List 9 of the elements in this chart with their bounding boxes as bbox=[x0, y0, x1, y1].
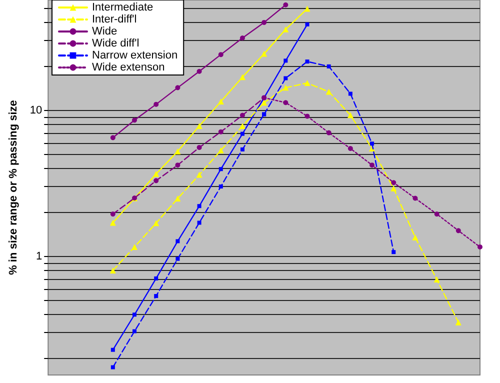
y-tick-label: 10 bbox=[30, 104, 42, 116]
legend-label: Inter-diff'l bbox=[92, 14, 137, 26]
legend-label: Wide extenson bbox=[92, 62, 165, 74]
y-tick-label: 1 bbox=[36, 250, 42, 262]
legend-label: Intermediate bbox=[92, 2, 154, 14]
legend-label: Narrow extension bbox=[92, 50, 178, 62]
legend-label: Wide bbox=[92, 26, 118, 38]
y-axis-title: % in size range or % passing size bbox=[8, 100, 20, 275]
legend-label: Wide diff'l bbox=[92, 38, 140, 50]
